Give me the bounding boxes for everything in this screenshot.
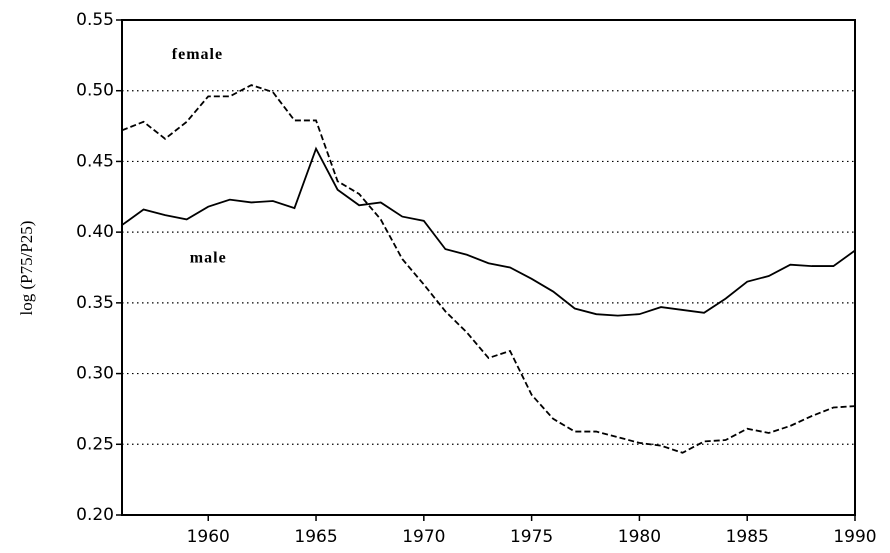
y-tick-label: 0.30 <box>76 364 114 384</box>
y-tick-label: 0.20 <box>76 505 114 525</box>
y-tick-label: 0.55 <box>76 10 114 30</box>
x-tick-label: 1980 <box>618 527 661 547</box>
x-tick-label: 1975 <box>510 527 553 547</box>
x-tick-label: 1970 <box>402 527 445 547</box>
series-line <box>121 146 856 317</box>
y-tick-label: 0.25 <box>76 434 114 454</box>
plot-frame <box>121 19 856 516</box>
y-tick-label: 0.35 <box>76 293 114 313</box>
x-tick-label: 1985 <box>726 527 769 547</box>
x-tick-label: 1990 <box>833 527 876 547</box>
x-tick-label: 1965 <box>294 527 337 547</box>
y-tick-label: 0.40 <box>76 222 114 242</box>
series-line <box>121 84 856 454</box>
y-tick-label: 0.50 <box>76 81 114 101</box>
y-axis-label: log (P75/P25) <box>17 221 36 316</box>
series-label: male <box>190 250 227 267</box>
y-tick-label: 0.45 <box>76 151 114 171</box>
x-tick-label: 1960 <box>187 527 230 547</box>
series-label: female <box>172 46 223 63</box>
